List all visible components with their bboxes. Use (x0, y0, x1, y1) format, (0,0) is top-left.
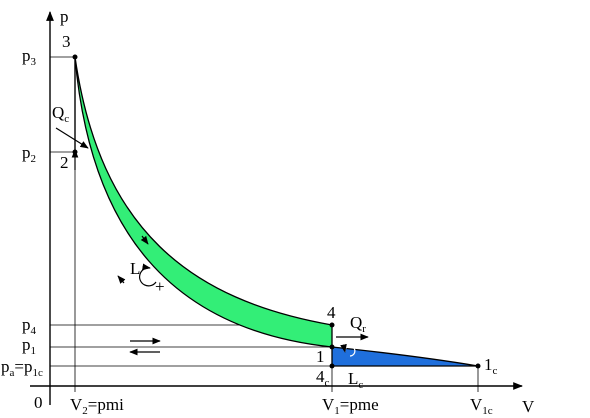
y-label: p2 (22, 143, 36, 165)
label-text: 1 (316, 347, 325, 366)
x-axis-label: V (522, 397, 535, 416)
y-label: p4 (22, 315, 37, 337)
label-text: V (470, 395, 483, 414)
heat-out-label: Qr (350, 313, 366, 335)
y-label: pa=p1c (1, 357, 43, 379)
label-text: p (1, 357, 10, 376)
label-text: V (322, 395, 335, 414)
arrows (55, 127, 369, 357)
label-text: =p (14, 357, 32, 376)
origin-label: 0 (34, 393, 43, 412)
subscript: 1c (32, 367, 43, 379)
pump-loop (331, 346, 479, 367)
point-label: 1c (484, 355, 498, 377)
subscript: c (493, 365, 498, 377)
subscript: c (64, 113, 69, 125)
point-label: 4 (327, 303, 336, 322)
y-label: p3 (22, 46, 37, 68)
label-text: p (22, 143, 31, 162)
label-text: V (522, 397, 535, 416)
x-label: V1=pme (322, 395, 379, 417)
guide-lines (50, 56, 479, 392)
label-text: =pme (340, 395, 379, 414)
label-text: L (348, 369, 358, 388)
label-text: 0 (34, 393, 43, 412)
label-text: p (22, 315, 31, 334)
subscript: 1 (334, 405, 340, 417)
y-label: p1 (22, 335, 36, 357)
pump-work-label: Lc (348, 369, 363, 391)
point-label: 2 (60, 153, 69, 172)
subscript: 2 (31, 153, 37, 165)
label-text: 1 (484, 355, 493, 374)
point-label: 3 (62, 32, 71, 51)
y-axis-label: p (60, 7, 69, 26)
label-text: =pmi (88, 395, 124, 414)
label-text: + (155, 277, 165, 296)
point-label: 1 (316, 347, 325, 366)
label-text: 2 (60, 153, 69, 172)
label-text: p (22, 335, 31, 354)
label-text: Q (52, 103, 64, 122)
heat-in-label: Qc (52, 103, 69, 125)
subscript: 2 (82, 405, 88, 417)
work-sign: + (155, 277, 165, 296)
label-text: 3 (62, 32, 71, 51)
subscript: 1c (482, 405, 493, 417)
x-label: V1c (470, 395, 493, 417)
subscript: 4 (31, 325, 37, 337)
point-label: 4c (316, 367, 330, 389)
label-text: 4 (316, 367, 325, 386)
label-text: Q (350, 313, 362, 332)
work-cycle (74, 56, 333, 348)
subscript: r (362, 323, 366, 335)
subscript: 3 (31, 56, 37, 68)
point-dots (72, 54, 481, 369)
label-text: p (22, 46, 31, 65)
label-text: V (70, 395, 83, 414)
label-text: 4 (327, 303, 336, 322)
subscript: 1 (31, 345, 37, 357)
subscript: c (325, 377, 330, 389)
subscript: a (10, 367, 15, 379)
label-text: p (60, 7, 69, 26)
work-label: L (130, 259, 140, 278)
x-label: V2=pmi (70, 395, 124, 417)
label-text: L (130, 259, 140, 278)
subscript: c (358, 379, 363, 391)
